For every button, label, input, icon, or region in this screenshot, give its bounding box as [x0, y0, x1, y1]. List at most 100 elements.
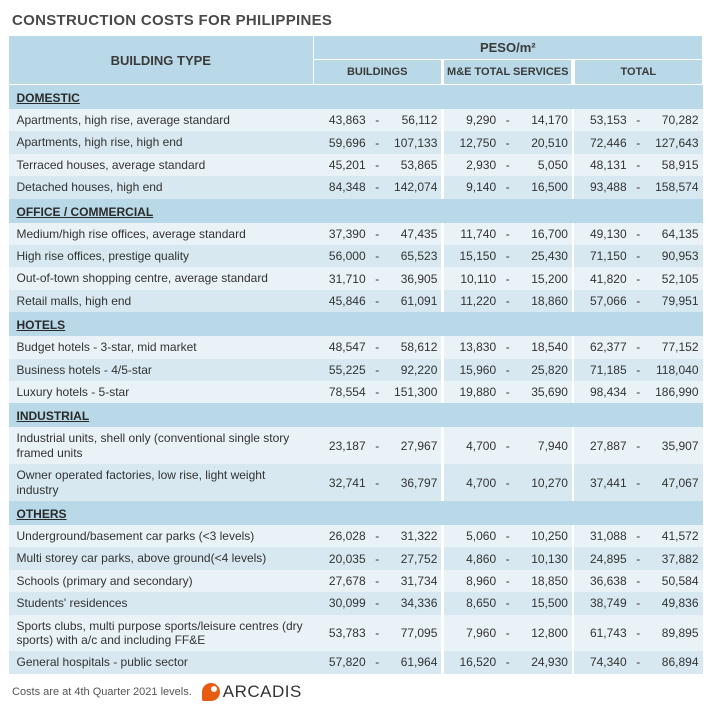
footer-note: Costs are at 4th Quarter 2021 levels.: [12, 686, 192, 698]
row-label: Students' residences: [9, 592, 314, 614]
total-high: 35,907: [646, 427, 703, 464]
dash: -: [500, 109, 515, 131]
me-low: 11,220: [444, 290, 501, 312]
me-high: 10,130: [515, 547, 572, 569]
dash: -: [370, 615, 385, 652]
me-high: 7,940: [515, 427, 572, 464]
total-high: 90,953: [646, 245, 703, 267]
table-row: Owner operated factories, low rise, ligh…: [9, 464, 703, 501]
dash: -: [370, 245, 385, 267]
buildings-low: 57,820: [313, 651, 370, 673]
footer: Costs are at 4th Quarter 2021 levels. AR…: [8, 674, 703, 702]
dash: -: [500, 427, 515, 464]
row-label: Schools (primary and secondary): [9, 570, 314, 592]
table-row: Multi storey car parks, above ground(<4 …: [9, 547, 703, 569]
total-high: 89,895: [646, 615, 703, 652]
dash: -: [500, 381, 515, 403]
total-high: 86,894: [646, 651, 703, 673]
buildings-high: 65,523: [385, 245, 442, 267]
buildings-low: 20,035: [313, 547, 370, 569]
total-high: 186,990: [646, 381, 703, 403]
buildings-low: 31,710: [313, 267, 370, 289]
total-low: 61,743: [574, 615, 631, 652]
buildings-low: 43,863: [313, 109, 370, 131]
table-row: Detached houses, high end84,348-142,0749…: [9, 176, 703, 198]
dash: -: [370, 592, 385, 614]
total-low: 71,150: [574, 245, 631, 267]
row-label: Business hotels - 4/5-star: [9, 359, 314, 381]
buildings-high: 92,220: [385, 359, 442, 381]
buildings-high: 31,734: [385, 570, 442, 592]
category-header: HOTELS: [9, 312, 703, 336]
me-low: 13,830: [444, 336, 501, 358]
total-low: 74,340: [574, 651, 631, 673]
me-low: 10,110: [444, 267, 501, 289]
dash: -: [500, 570, 515, 592]
col-me: M&E TOTAL SERVICES: [444, 60, 572, 85]
total-high: 118,040: [646, 359, 703, 381]
row-label: Apartments, high rise, average standard: [9, 109, 314, 131]
dash: -: [370, 336, 385, 358]
buildings-low: 78,554: [313, 381, 370, 403]
table-row: Underground/basement car parks (<3 level…: [9, 525, 703, 547]
col-total: TOTAL: [574, 60, 702, 85]
arcadis-logo: ARCADIS: [202, 682, 302, 702]
table-row: Medium/high rise offices, average standa…: [9, 223, 703, 245]
category-header: INDUSTRIAL: [9, 403, 703, 427]
dash: -: [631, 570, 646, 592]
dash: -: [370, 525, 385, 547]
dash: -: [500, 154, 515, 176]
category-header: OFFICE / COMMERCIAL: [9, 199, 703, 223]
total-high: 58,915: [646, 154, 703, 176]
dash: -: [631, 547, 646, 569]
dash: -: [631, 381, 646, 403]
row-label: Industrial units, shell only (convention…: [9, 427, 314, 464]
total-low: 36,638: [574, 570, 631, 592]
dash: -: [370, 131, 385, 153]
dash: -: [631, 176, 646, 198]
col-building-type: BUILDING TYPE: [9, 36, 314, 85]
arcadis-logo-icon: [202, 683, 220, 701]
row-label: Sports clubs, multi purpose sports/leisu…: [9, 615, 314, 652]
table-row: Schools (primary and secondary)27,678-31…: [9, 570, 703, 592]
dash: -: [631, 131, 646, 153]
dash: -: [500, 592, 515, 614]
me-low: 8,960: [444, 570, 501, 592]
me-low: 19,880: [444, 381, 501, 403]
me-low: 5,060: [444, 525, 501, 547]
buildings-low: 45,846: [313, 290, 370, 312]
dash: -: [500, 651, 515, 673]
buildings-low: 26,028: [313, 525, 370, 547]
me-low: 11,740: [444, 223, 501, 245]
dash: -: [500, 223, 515, 245]
category-header: DOMESTIC: [9, 85, 703, 110]
buildings-low: 30,099: [313, 592, 370, 614]
dash: -: [500, 131, 515, 153]
dash: -: [500, 359, 515, 381]
me-low: 8,650: [444, 592, 501, 614]
dash: -: [500, 290, 515, 312]
dash: -: [500, 547, 515, 569]
total-low: 31,088: [574, 525, 631, 547]
me-high: 16,700: [515, 223, 572, 245]
dash: -: [370, 570, 385, 592]
dash: -: [500, 525, 515, 547]
total-low: 24,895: [574, 547, 631, 569]
me-low: 9,140: [444, 176, 501, 198]
table-row: Luxury hotels - 5-star78,554-151,30019,8…: [9, 381, 703, 403]
buildings-high: 34,336: [385, 592, 442, 614]
table-row: High rise offices, prestige quality56,00…: [9, 245, 703, 267]
total-low: 62,377: [574, 336, 631, 358]
category-header: OTHERS: [9, 501, 703, 525]
dash: -: [631, 267, 646, 289]
total-high: 47,067: [646, 464, 703, 501]
table-row: Out-of-town shopping centre, average sta…: [9, 267, 703, 289]
dash: -: [370, 359, 385, 381]
total-low: 38,749: [574, 592, 631, 614]
total-low: 41,820: [574, 267, 631, 289]
me-high: 18,850: [515, 570, 572, 592]
buildings-low: 59,696: [313, 131, 370, 153]
dash: -: [370, 109, 385, 131]
buildings-low: 84,348: [313, 176, 370, 198]
me-high: 25,430: [515, 245, 572, 267]
